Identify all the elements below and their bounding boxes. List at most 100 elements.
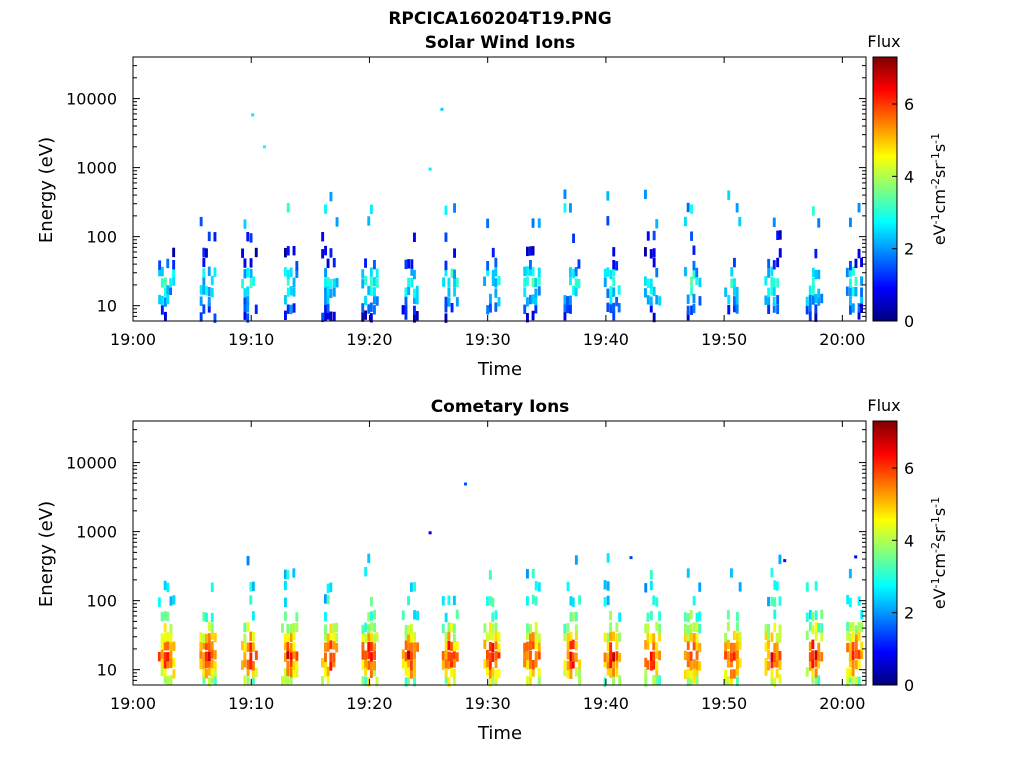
spectrogram-cell	[529, 294, 532, 305]
spectrogram-cell	[526, 630, 529, 640]
spectrogram-cell	[324, 642, 327, 652]
spectrogram-cell	[410, 266, 414, 276]
spectrogram-cell	[698, 582, 702, 592]
spectrogram-cell	[733, 257, 736, 268]
spectrogram-cell	[326, 285, 330, 295]
spectrogram-cell	[367, 642, 371, 652]
spectrogram-point	[629, 556, 633, 560]
spectrogram-cell	[686, 202, 690, 213]
spectrogram-cell	[491, 597, 495, 607]
spectrogram-cell	[205, 640, 208, 651]
panel-title: Cometary Ions	[431, 397, 570, 417]
spectrogram-cell	[689, 669, 693, 680]
cometary-panel: Cometary Ions 19:00 19:10 19:20 19:30 19:40 1…	[36, 396, 949, 744]
spectrogram-cell	[373, 294, 376, 305]
spectrogram-cell	[849, 286, 852, 297]
spectrogram-cell	[683, 650, 687, 661]
spectrogram-cell	[295, 651, 299, 661]
spectrogram-cell	[361, 676, 365, 686]
spectrogram-cell	[644, 657, 648, 668]
spectrogram-cell	[452, 642, 456, 652]
spectrogram-cell	[805, 296, 809, 307]
spectrogram-cell	[692, 666, 696, 677]
spectrogram-cell	[727, 295, 731, 305]
spectrogram-cell	[531, 267, 535, 277]
spectrogram-cell	[529, 246, 532, 256]
spectrogram-cell	[529, 624, 532, 634]
plot-area	[132, 56, 867, 323]
spectrogram-cell	[407, 668, 410, 678]
spectrogram-cell	[324, 611, 327, 622]
spectrogram-cell	[497, 297, 501, 307]
spectrogram-cell	[724, 642, 727, 652]
spectrogram-cell	[494, 267, 498, 277]
spectrogram-cell	[814, 269, 818, 280]
spectrogram-cell	[202, 257, 206, 268]
spectrogram-cell	[772, 217, 776, 227]
spectrogram-cell	[169, 658, 173, 669]
spectrogram-cell	[773, 652, 777, 663]
spectrogram-cell	[444, 659, 448, 669]
spectrogram-cell	[523, 651, 527, 661]
spectrogram-cell	[572, 233, 575, 243]
spectrogram-cell	[615, 296, 619, 307]
spectrogram-cell	[773, 642, 777, 653]
spectrogram-point	[428, 167, 432, 171]
spectrogram-cell	[160, 296, 164, 306]
spectrogram-cell	[531, 294, 535, 304]
spectrogram-cell	[332, 652, 336, 663]
spectrogram-cell	[808, 652, 812, 662]
spectrogram-cell	[172, 247, 176, 258]
spectrogram-cell	[441, 651, 445, 661]
spectrogram-cell	[537, 582, 541, 592]
spectrogram-cell	[770, 266, 774, 276]
spectrogram-cell	[652, 633, 656, 643]
spectrogram-cell	[683, 612, 687, 622]
spectrogram-cell	[537, 276, 541, 286]
spectrogram-cell	[531, 218, 535, 228]
spectrogram-cell	[851, 641, 855, 652]
spectrogram-cell	[453, 277, 456, 288]
spectrogram-cell	[814, 581, 818, 591]
spectrogram-cell	[849, 260, 852, 271]
spectrogram-cell	[324, 659, 327, 669]
spectrogram-cell	[698, 624, 702, 634]
spectrogram-cell	[612, 302, 616, 313]
spectrogram-cell	[689, 623, 693, 633]
spectrogram-cell	[329, 311, 333, 321]
spectrogram-cell	[166, 659, 170, 669]
spectrogram-cell	[207, 297, 211, 307]
spectrogram-cell	[254, 650, 258, 660]
spectrogram-cell	[369, 302, 373, 312]
spectrogram-cell	[849, 267, 852, 278]
spectrogram-cell	[370, 668, 373, 678]
spectrogram-cell	[726, 610, 730, 620]
colorbar-unit-label: eV-1cm-2sr-1s-1	[929, 133, 950, 245]
spectrogram-cell	[172, 260, 176, 270]
spectrogram-cell	[295, 612, 299, 622]
spectrogram-cell	[811, 286, 815, 296]
spectrogram-cell	[486, 649, 489, 660]
spectrogram-cell	[243, 310, 247, 320]
spectrogram-cell	[166, 294, 170, 305]
spectrogram-cell	[364, 650, 368, 660]
colorbar-tick-label: 2	[904, 604, 914, 623]
spectrogram-cell	[820, 293, 824, 304]
spectrogram-cell	[778, 554, 782, 565]
spectrogram-cell	[820, 623, 824, 633]
spectrogram-cell	[369, 204, 373, 214]
spectrogram-cell	[563, 660, 567, 670]
spectrogram-cell	[609, 269, 613, 280]
spectrogram-cell	[488, 630, 492, 640]
spectrogram-cell	[644, 668, 648, 679]
spectrogram-cell	[805, 305, 809, 315]
spectrogram-cell	[689, 651, 693, 661]
spectrogram-cell	[415, 295, 419, 305]
spectrogram-cell	[537, 267, 541, 277]
spectrogram-cell	[854, 631, 858, 641]
spectrogram-cell	[690, 231, 693, 241]
spectrogram-cell	[775, 633, 779, 643]
spectrogram-cell	[811, 611, 815, 622]
spectrogram-cell	[373, 641, 376, 652]
spectrogram-cell	[772, 296, 776, 307]
